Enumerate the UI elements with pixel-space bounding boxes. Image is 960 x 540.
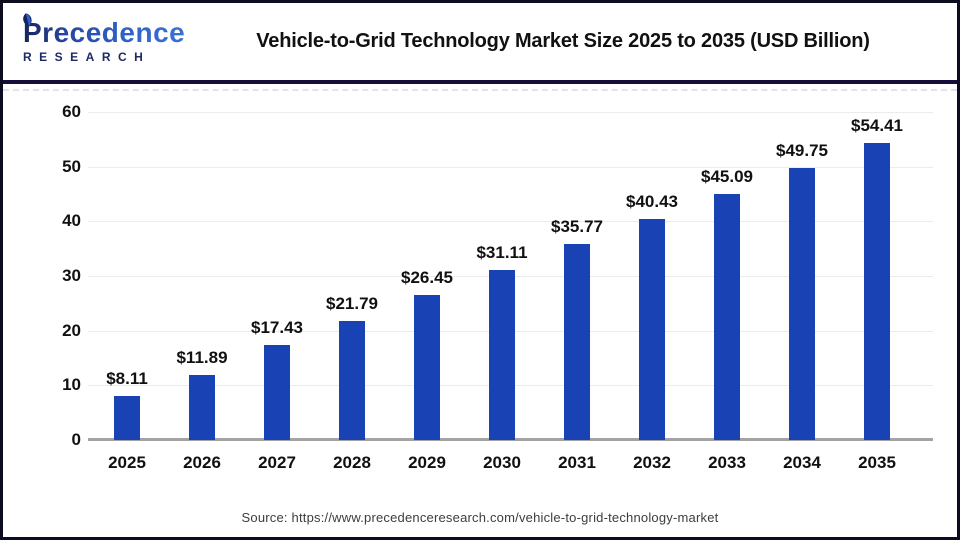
plot-area: $8.11 $11.89 $17.43 $21.79 $26.45 $31.11 $35.7… [88,112,933,441]
bar-value-label: $26.45 [401,268,453,288]
bar [189,375,215,440]
bar [714,193,740,440]
gridline [88,221,933,223]
y-tick-label: 20 [62,320,81,340]
bar-value-label: $45.09 [701,166,753,186]
bar [414,295,440,440]
x-tick-label: 2027 [258,453,296,472]
x-tick-label: 2029 [408,453,446,472]
chart-title: Vehicle-to-Grid Technology Market Size 2… [256,30,870,52]
gridline [88,166,933,168]
y-tick-label: 0 [71,430,81,449]
bar-value-label: $11.89 [176,348,228,368]
y-tick-label: 60 [62,102,81,121]
bar [789,168,815,440]
bar-value-label: $17.43 [251,317,303,337]
x-tick-label: 2026 [183,453,221,472]
x-tick-label: 2025 [108,453,146,472]
bar-value-label: $40.43 [626,191,678,211]
x-tick-label: 2035 [858,453,896,472]
y-tick-label: 50 [62,156,81,176]
logo-wordmark: Precedence [23,19,209,47]
header: Precedence RESEARCH Vehicle-to-Grid Tech… [3,3,957,84]
bar-value-label: $21.79 [326,293,378,313]
bar-value-label: $8.11 [106,368,148,388]
dashed-divider [3,89,957,91]
y-tick-label: 10 [62,375,81,395]
x-tick-label: 2032 [633,453,671,472]
x-tick-label: 2028 [333,453,371,472]
bar [564,244,590,440]
gridline [88,112,933,113]
bar [639,218,665,440]
y-tick-label: 30 [62,266,81,285]
bar-value-label: $31.11 [476,242,528,262]
bar-value-label: $35.77 [551,217,603,237]
bar [114,395,140,440]
bar [339,320,365,440]
x-tick-label: 2031 [558,453,596,472]
bar-value-label: $54.41 [851,115,903,135]
x-tick-label: 2030 [483,453,521,472]
x-tick-label: 2034 [783,453,821,472]
bar [489,269,515,440]
logo: Precedence RESEARCH [19,13,209,64]
source-text: Source: https://www.precedenceresearch.c… [241,510,719,525]
logo-leaf-icon [23,13,32,27]
bar [264,344,290,440]
x-tick-label: 2033 [708,453,746,472]
bar-value-label: $49.75 [776,141,828,161]
logo-subtext: RESEARCH [23,50,151,64]
y-tick-label: 40 [62,211,81,231]
bar [864,142,890,440]
